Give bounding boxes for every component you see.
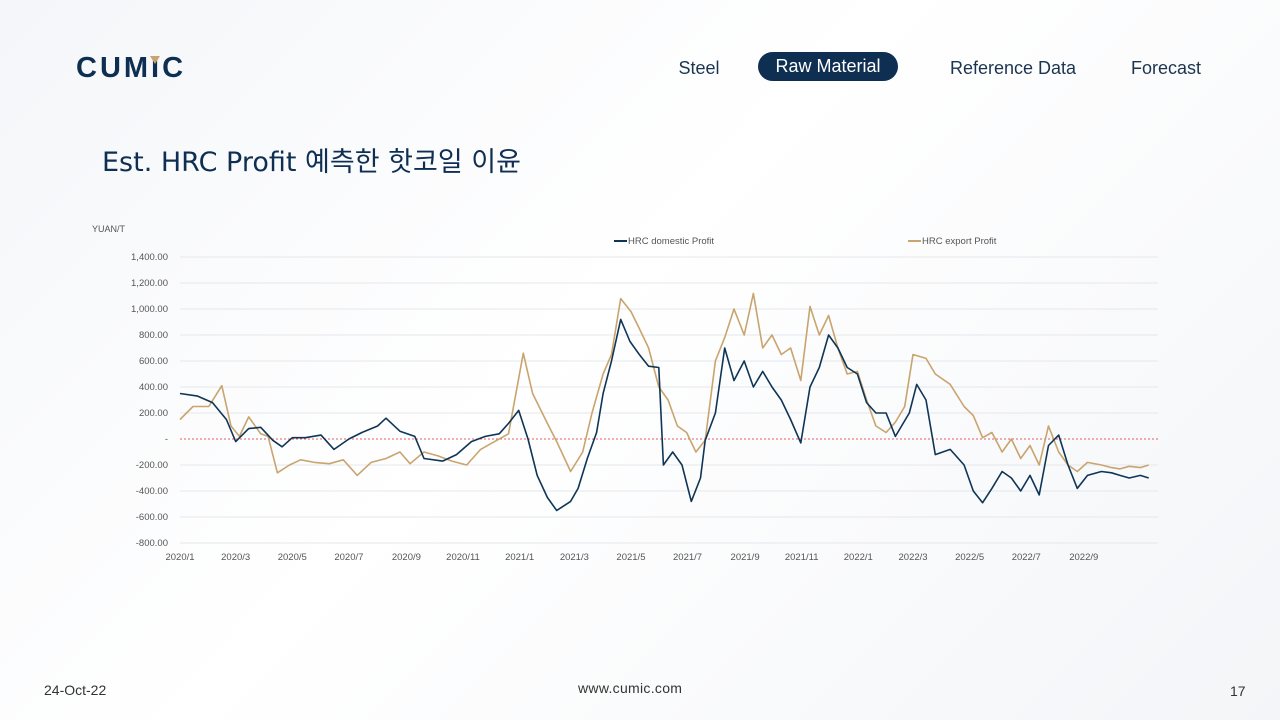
y-tick-label: 1,200.00	[131, 278, 168, 289]
x-tick-label: 2021/1	[505, 552, 534, 563]
y-tick-label: -800.00	[136, 538, 168, 549]
legend-label: HRC domestic Profit	[628, 236, 714, 247]
y-tick-label: -600.00	[136, 512, 168, 523]
nav-tab-steel[interactable]: Steel	[678, 58, 720, 78]
y-tick-label: 400.00	[139, 382, 168, 393]
x-tick-label: 2020/11	[446, 552, 480, 563]
grid-lines	[180, 256, 1158, 544]
x-tick-label: 2020/5	[278, 552, 307, 563]
y-tick-label: 1,000.00	[131, 304, 168, 315]
series-line	[179, 318, 1149, 512]
x-tick-label: 2021/5	[616, 552, 645, 563]
series-lines	[179, 292, 1149, 512]
x-tick-label: 2022/5	[955, 552, 984, 563]
logo-mark: CUMIC	[76, 52, 186, 84]
y-tick-label: -	[165, 434, 168, 445]
x-tick-label: 2022/3	[899, 552, 928, 563]
cumic-logo[interactable]: CUMIC	[76, 52, 206, 84]
x-tick-label: 2021/9	[731, 552, 760, 563]
logo-accent	[150, 56, 160, 64]
y-tick-label: 200.00	[139, 408, 168, 419]
x-tick-label: 2022/7	[1012, 552, 1041, 563]
footer-url[interactable]: www.cumic.com	[578, 680, 683, 696]
y-tick-label: 1,400.00	[131, 252, 168, 263]
y-tick-label: 800.00	[139, 330, 168, 341]
x-tick-label: 2022/9	[1069, 552, 1098, 563]
series-line	[179, 292, 1149, 477]
x-tick-label: 2022/1	[844, 552, 873, 563]
nav-tab-reference-data[interactable]: Reference Data	[949, 58, 1077, 78]
y-tick-labels: -800.00-600.00-400.00-200.00-200.00400.0…	[131, 252, 168, 549]
x-tick-label: 2020/1	[165, 552, 194, 563]
x-tick-label: 2021/3	[560, 552, 589, 563]
nav-tab-raw-material[interactable]: Raw Material	[758, 52, 898, 81]
footer-date: 24-Oct-22	[44, 682, 107, 698]
x-tick-label: 2021/11	[785, 552, 819, 563]
y-tick-label: -400.00	[136, 486, 168, 497]
legend-label: HRC export Profit	[922, 236, 997, 247]
y-tick-label: -200.00	[136, 460, 168, 471]
page-number: 17	[1230, 683, 1246, 699]
legend: HRC domestic Profit HRC export Profit	[614, 236, 997, 247]
x-tick-labels: 2020/1 2020/3 2020/5 2020/7 2020/9 2020/11 202…	[165, 552, 1098, 563]
logo-text: CUMIC	[76, 52, 186, 82]
y-tick-label: 600.00	[139, 356, 168, 367]
x-tick-label: 2020/3	[221, 552, 250, 563]
nav-tab-forecast[interactable]: Forecast	[1130, 58, 1202, 78]
profit-chart: -800.00 -600.00 -400.00 -200.00-200.00 400.0…	[80, 215, 1180, 580]
chart-svg: -800.00-600.00-400.00-200.00-200.00400.0…	[92, 224, 1158, 563]
page-title: Est. HRC Profit 예측한 핫코일 이윤	[102, 147, 521, 178]
y-axis-label: YUAN/T	[92, 224, 126, 234]
top-nav: Steel Raw Material Reference Data Foreca…	[0, 52, 1280, 84]
x-tick-label: 2020/7	[334, 552, 363, 563]
x-tick-label: 2021/7	[673, 552, 702, 563]
x-tick-label: 2020/9	[392, 552, 421, 563]
